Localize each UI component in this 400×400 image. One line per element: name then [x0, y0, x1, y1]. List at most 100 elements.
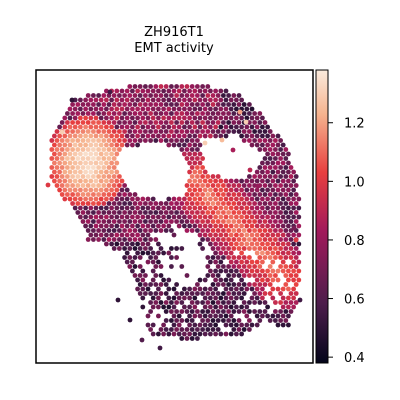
spot — [184, 120, 190, 125]
spot — [200, 300, 206, 305]
spot — [187, 223, 193, 229]
spot — [273, 174, 278, 179]
spot — [119, 124, 125, 130]
spot — [83, 205, 88, 211]
spot — [278, 300, 283, 305]
spot — [213, 331, 219, 337]
spot — [286, 196, 291, 202]
spot — [249, 124, 255, 130]
spot — [98, 196, 104, 202]
spot — [223, 322, 229, 328]
spot — [106, 192, 112, 197]
spot — [208, 97, 213, 103]
spot — [202, 214, 208, 220]
spot — [195, 192, 200, 197]
spot — [226, 318, 232, 323]
spot — [291, 250, 296, 256]
spot — [208, 133, 213, 139]
spot — [270, 133, 276, 139]
spot — [218, 277, 224, 283]
spot — [174, 120, 180, 125]
spot — [231, 291, 237, 296]
spot — [184, 219, 190, 224]
spot — [98, 169, 104, 175]
spot — [215, 282, 221, 287]
spot — [187, 124, 193, 130]
spot — [182, 295, 187, 301]
spot — [226, 102, 232, 107]
spot — [161, 133, 167, 139]
spot — [122, 201, 127, 206]
spot — [111, 102, 117, 107]
spot — [166, 223, 172, 229]
spot — [171, 97, 177, 103]
spot — [210, 246, 216, 251]
spot — [283, 273, 289, 278]
spot — [223, 232, 229, 238]
spot — [296, 241, 302, 247]
spot — [226, 111, 232, 116]
spot — [202, 88, 208, 94]
spot — [215, 129, 221, 134]
spot — [174, 282, 180, 287]
spot — [137, 246, 143, 251]
spot — [148, 84, 154, 89]
spot — [223, 268, 229, 274]
spot — [156, 124, 161, 130]
spot — [145, 124, 151, 130]
spot — [270, 205, 276, 211]
spot — [278, 228, 283, 233]
spot — [210, 273, 216, 278]
spot — [132, 138, 138, 143]
spot — [195, 219, 200, 224]
spot — [106, 129, 112, 134]
spot — [182, 223, 187, 229]
spot — [75, 156, 81, 161]
spot — [91, 192, 96, 197]
spot — [62, 151, 68, 157]
spot — [163, 84, 169, 89]
spot — [65, 174, 70, 179]
spot — [228, 250, 234, 256]
spot — [122, 237, 127, 242]
spot — [104, 241, 109, 247]
spot — [192, 97, 198, 103]
spot — [197, 88, 203, 94]
spot — [218, 106, 224, 112]
spot — [101, 147, 107, 152]
spot — [197, 187, 203, 193]
spot — [210, 237, 216, 242]
spot — [114, 115, 120, 121]
spot — [280, 286, 286, 292]
spot — [195, 138, 200, 143]
spot — [62, 196, 68, 202]
spot — [80, 156, 86, 161]
spot — [163, 300, 169, 305]
spot — [213, 97, 219, 103]
spot — [223, 205, 229, 211]
spot — [91, 210, 96, 215]
spot — [197, 214, 203, 220]
spot — [169, 201, 174, 206]
spot — [187, 331, 193, 337]
spot — [114, 160, 120, 166]
spot — [70, 111, 75, 116]
spot — [156, 88, 161, 94]
spot — [236, 120, 242, 125]
spot — [158, 102, 164, 107]
spot — [93, 106, 99, 112]
spot — [158, 138, 164, 143]
spot — [247, 309, 252, 314]
spot — [247, 237, 252, 242]
spot — [179, 336, 185, 341]
spot — [158, 210, 164, 215]
spot — [213, 214, 219, 220]
spot — [150, 88, 156, 94]
spot — [122, 219, 127, 224]
spot — [270, 178, 276, 184]
spot — [283, 201, 289, 206]
spot — [197, 286, 203, 292]
spot — [83, 178, 88, 184]
spot — [247, 183, 252, 188]
spot — [140, 286, 146, 292]
